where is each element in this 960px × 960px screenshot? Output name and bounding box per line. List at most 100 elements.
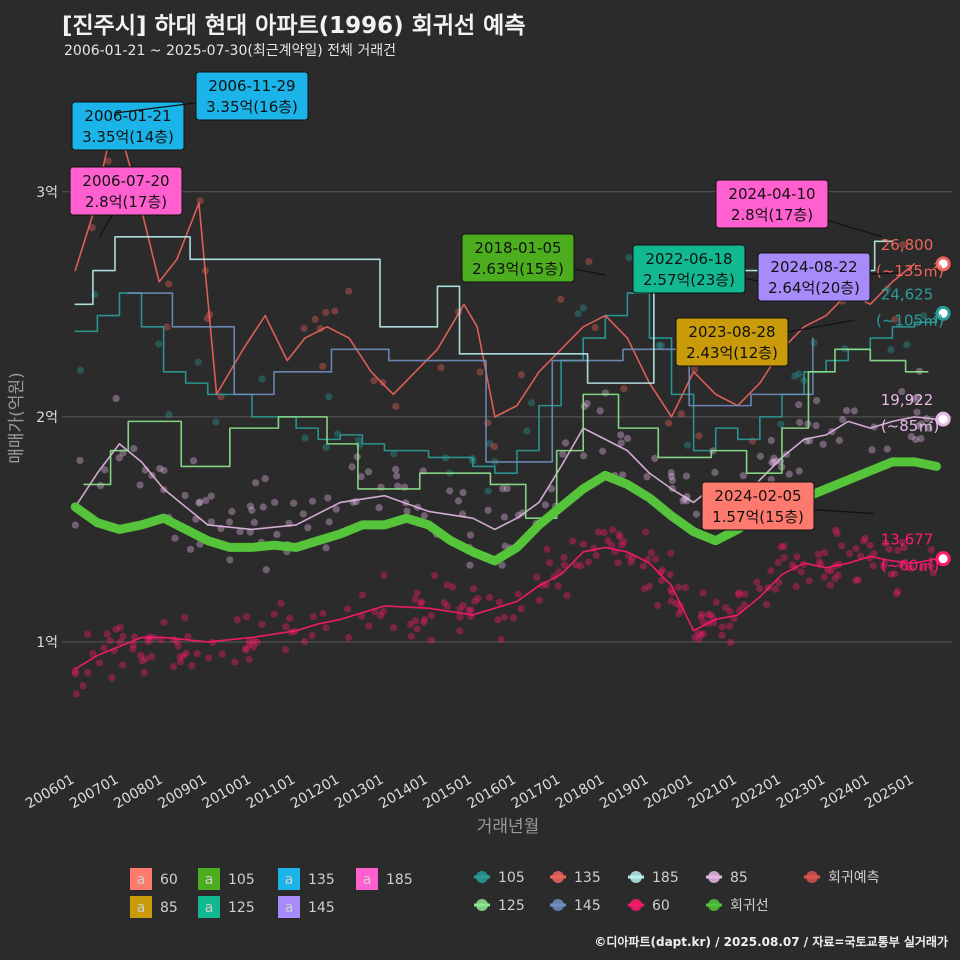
end-area-label: (~60㎡)	[881, 557, 939, 575]
data-point	[810, 339, 818, 347]
data-point	[681, 583, 689, 592]
data-point	[917, 420, 925, 428]
data-point	[718, 631, 726, 639]
data-point	[569, 537, 577, 545]
data-point	[623, 434, 632, 443]
data-point	[533, 573, 541, 581]
data-point	[583, 399, 591, 408]
annotation-date: 2022-06-18	[645, 250, 732, 268]
data-point	[212, 418, 220, 426]
data-point	[165, 410, 173, 419]
data-point	[554, 582, 562, 590]
data-point	[282, 622, 290, 631]
data-point	[726, 622, 734, 630]
legend-series-label: 회귀예측	[828, 870, 880, 886]
data-point	[358, 612, 366, 620]
data-point	[218, 650, 226, 658]
data-point	[797, 568, 805, 576]
data-point	[704, 611, 712, 619]
end-area-label: (~105㎡)	[876, 311, 944, 329]
x-tick-label: 202001	[641, 772, 695, 813]
data-point	[354, 436, 363, 444]
data-point	[76, 366, 85, 374]
data-point	[845, 549, 854, 558]
legend-series-marker	[708, 871, 720, 883]
legend-series-marker	[708, 899, 720, 911]
legend-area-key	[198, 868, 220, 890]
data-point	[331, 307, 339, 315]
annotation-price: 2.63억(15층)	[472, 260, 564, 278]
data-point	[850, 407, 858, 415]
end-area-label: (~135㎡)	[876, 262, 944, 280]
data-point	[403, 507, 411, 515]
data-point	[815, 558, 824, 566]
data-point	[160, 466, 168, 474]
data-point	[620, 538, 628, 546]
data-point	[465, 606, 473, 614]
data-point	[420, 512, 429, 520]
data-point	[319, 609, 327, 618]
data-point	[900, 544, 908, 552]
data-point	[772, 457, 780, 466]
data-point	[655, 341, 663, 349]
data-point	[494, 616, 502, 624]
data-point	[375, 504, 383, 512]
data-point	[72, 690, 80, 698]
data-point	[411, 595, 419, 603]
data-point	[739, 472, 747, 480]
data-point	[119, 661, 127, 669]
data-point	[869, 562, 877, 570]
data-point	[839, 415, 847, 424]
data-point	[246, 528, 254, 536]
data-point	[792, 582, 800, 591]
data-point	[484, 487, 492, 495]
legend-area-label: 105	[228, 872, 255, 888]
data-point	[879, 562, 887, 571]
legend-area-key	[356, 868, 378, 890]
data-point	[427, 611, 435, 619]
data-point	[665, 419, 673, 427]
data-point	[880, 559, 889, 567]
legend-area-key	[278, 868, 300, 890]
data-point	[322, 443, 330, 451]
legend-area-label: 60	[160, 872, 178, 888]
data-point	[300, 638, 309, 646]
data-point	[322, 544, 330, 552]
x-tick-label: 201401	[376, 772, 430, 813]
data-point	[917, 435, 925, 443]
x-tick-label: 200801	[111, 772, 165, 813]
data-point	[891, 315, 899, 323]
end-labels: 26,800 (~135㎡) 24,625 (~105㎡) 19,922 (~85㎡) 13…	[876, 236, 951, 575]
data-point	[249, 643, 258, 651]
data-point	[907, 564, 915, 572]
data-point	[495, 598, 503, 606]
data-point	[136, 481, 144, 489]
data-point	[617, 439, 625, 447]
data-point	[768, 459, 776, 467]
data-point	[324, 494, 332, 502]
data-point	[76, 456, 84, 465]
data-point	[579, 452, 588, 460]
data-point	[639, 562, 647, 570]
data-point	[413, 589, 421, 597]
end-marker	[935, 305, 951, 321]
data-point	[615, 530, 623, 539]
data-point	[171, 534, 179, 542]
data-point	[727, 638, 735, 647]
data-point	[253, 638, 261, 646]
data-point	[600, 528, 608, 537]
legend-series-label: 125	[498, 898, 525, 914]
data-point	[699, 589, 707, 597]
end-value-label: 19,922	[881, 391, 934, 409]
data-point	[843, 406, 851, 415]
data-point	[640, 585, 648, 593]
annotation-date: 2024-02-05	[714, 487, 801, 505]
data-point	[740, 601, 748, 609]
data-point	[498, 561, 506, 569]
data-point	[796, 418, 804, 427]
data-point	[160, 618, 168, 626]
data-point	[819, 440, 827, 448]
data-point	[130, 445, 138, 453]
data-point	[140, 668, 148, 677]
data-point	[364, 468, 373, 476]
